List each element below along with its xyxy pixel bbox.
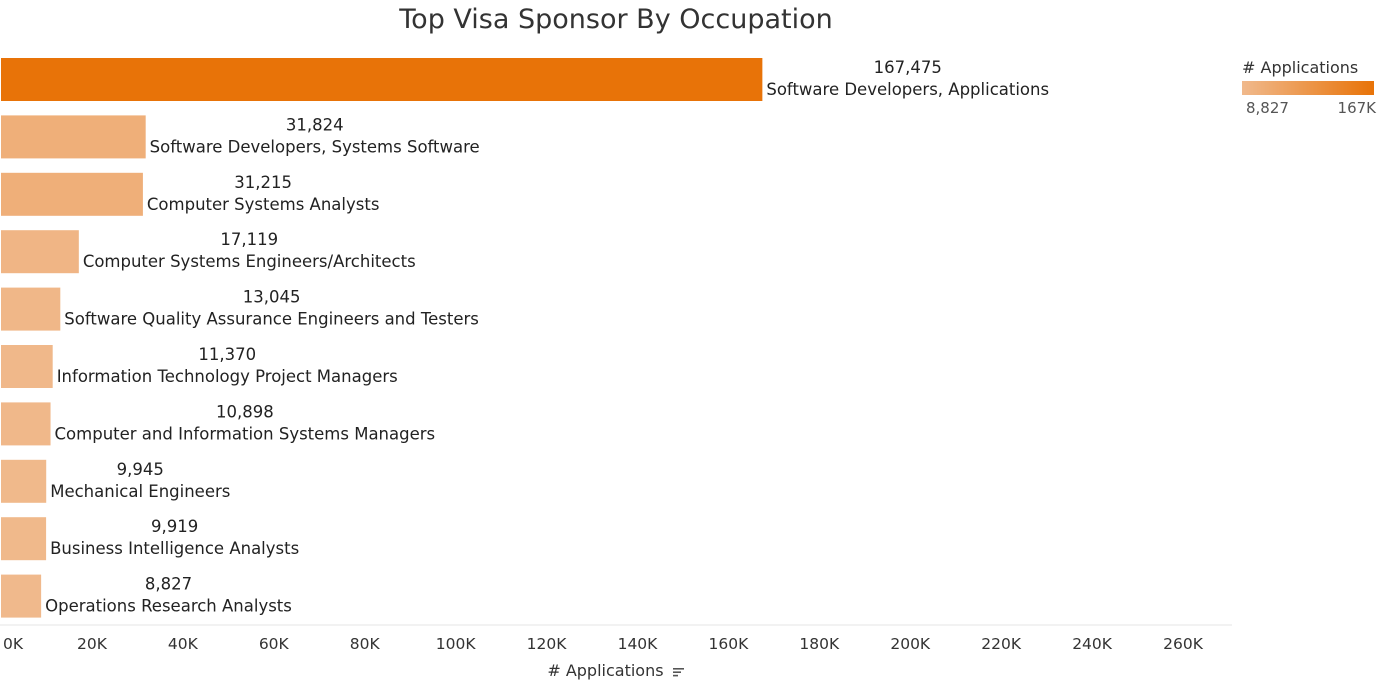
bar-5[interactable] — [1, 345, 53, 388]
x-tick-label: 240K — [1072, 635, 1113, 653]
chart-title: Top Visa Sponsor By Occupation — [399, 4, 833, 35]
bar-category-label: Software Developers, Applications — [766, 80, 1049, 99]
x-tick-label: 80K — [350, 635, 381, 653]
x-tick-label: 120K — [527, 635, 568, 653]
x-axis-title[interactable]: # Applications — [0, 661, 1232, 680]
x-tick-label: 160K — [709, 635, 750, 653]
x-tick-label: 200K — [890, 635, 931, 653]
bar-1[interactable] — [1, 115, 146, 159]
bar-value-label: 8,827 — [145, 575, 192, 594]
legend-color-ramp — [1242, 81, 1374, 95]
x-tick-label: 60K — [259, 635, 290, 653]
bar-category-label: Computer Systems Analysts — [147, 195, 380, 214]
bars — [1, 58, 763, 618]
bar-value-label: 167,475 — [874, 58, 942, 77]
x-tick-label: 40K — [168, 635, 199, 653]
color-legend: # Applications 8,827 167K — [1242, 58, 1382, 119]
bar-4[interactable] — [1, 287, 61, 331]
bar-0[interactable] — [1, 58, 763, 101]
bar-value-label: 13,045 — [243, 288, 301, 307]
bar-category-label: Software Developers, Systems Software — [150, 137, 480, 156]
bar-value-label: 10,898 — [216, 402, 274, 421]
bar-value-label: 31,215 — [234, 173, 292, 192]
sort-descending-icon[interactable] — [672, 667, 685, 677]
bar-7[interactable] — [1, 459, 47, 503]
bar-2[interactable] — [1, 172, 143, 216]
x-axis-title-text: # Applications — [547, 661, 664, 680]
x-axis-ticks: 0K 20K 40K 60K 80K 100K 120K 140K 160K 180K 200K 22… — [3, 635, 1204, 653]
bar-labels: Software Developers, Applications 167,475… — [45, 58, 1049, 616]
bar-category-label: Computer Systems Engineers/Architects — [83, 252, 416, 271]
bar-value-label: 31,824 — [286, 115, 344, 134]
bar-category-label: Computer and Information Systems Manager… — [55, 424, 436, 443]
x-tick-label: 220K — [981, 635, 1022, 653]
x-tick-label: 140K — [618, 635, 659, 653]
bar-9[interactable] — [1, 574, 42, 618]
bar-value-label: 17,119 — [220, 230, 278, 249]
bar-value-label: 11,370 — [198, 345, 256, 364]
x-tick-label: 20K — [77, 635, 108, 653]
bar-chart: Software Developers, Applications 167,475… — [0, 58, 1232, 653]
x-tick-label: 260K — [1163, 635, 1204, 653]
legend-title: # Applications — [1242, 58, 1359, 77]
bar-value-label: 9,945 — [117, 460, 164, 479]
bar-category-label: Mechanical Engineers — [50, 482, 230, 501]
bar-category-label: Information Technology Project Managers — [57, 367, 398, 386]
bar-category-label: Software Quality Assurance Engineers and… — [64, 310, 479, 329]
bar-value-label: 9,919 — [151, 517, 198, 536]
legend-max-label: 167K — [1337, 99, 1376, 117]
x-tick-label: 180K — [799, 635, 840, 653]
x-tick-label: 100K — [436, 635, 477, 653]
bar-category-label: Operations Research Analysts — [45, 597, 292, 616]
bar-3[interactable] — [1, 230, 79, 274]
bar-6[interactable] — [1, 402, 51, 446]
x-tick-label: 0K — [3, 635, 24, 653]
bar-8[interactable] — [1, 517, 47, 561]
legend-min-label: 8,827 — [1246, 99, 1289, 117]
bar-category-label: Business Intelligence Analysts — [50, 539, 299, 558]
